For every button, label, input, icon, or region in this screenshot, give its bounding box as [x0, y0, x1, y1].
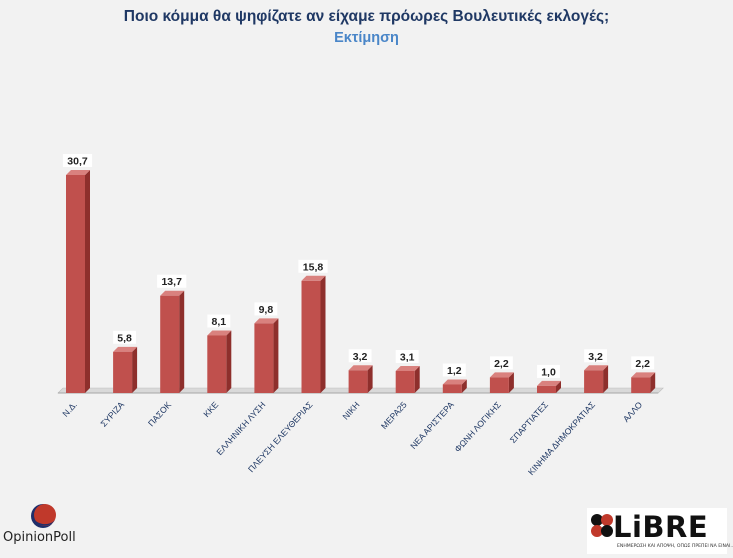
data-label-box [62, 154, 93, 167]
category-label: ΑΛΛΟ [621, 399, 645, 424]
category-label: ΚΚΕ [201, 399, 220, 419]
bar-side [226, 330, 232, 393]
data-label-box [442, 363, 466, 377]
bar-top [584, 365, 609, 371]
bar-front [395, 370, 415, 393]
category-label: ΜΕΡΑ25 [379, 399, 409, 431]
data-label: 2,2 [494, 358, 509, 370]
libre-tagline: ΕΝΗΜΕΡΩΣΗ ΚΑΙ ΑΠΟΨΗ, ΟΠΩΣ ΠΡΕΠΕΙ ΝΑ ΕΙΝΑ… [617, 544, 733, 549]
data-label: 5,8 [117, 332, 132, 344]
data-label: 8,1 [211, 316, 226, 328]
bar-top [254, 318, 279, 324]
libre-logo-text: LiBRE [613, 510, 709, 544]
bar-top [348, 365, 373, 371]
data-label-box [348, 349, 372, 363]
bar-front [584, 370, 604, 393]
bar-top [301, 275, 326, 281]
bar-front [301, 280, 321, 393]
bar-side [650, 372, 656, 393]
bar-side [603, 365, 609, 393]
opinionpoll-logo-text: OpinionPoll [3, 530, 76, 545]
bar-front [442, 384, 462, 393]
bar [489, 372, 514, 393]
bar-top [537, 380, 561, 386]
bar-front [113, 351, 133, 393]
bar-side [367, 365, 373, 393]
bar-side [273, 318, 279, 393]
data-label-box [113, 330, 137, 344]
opinionpoll-mark-icon [31, 504, 56, 528]
bar-top [66, 170, 90, 175]
data-label: 2,2 [635, 358, 650, 370]
bar-top [489, 372, 514, 378]
data-label-box [254, 302, 278, 316]
bar [631, 372, 656, 393]
category-label: ΝΕΑ ΑΡΙΣΤΕΡΑ [408, 399, 456, 451]
data-label: 1,2 [447, 365, 462, 377]
category-label: ΣΥΡΙΖΑ [98, 399, 126, 428]
bar [348, 365, 373, 393]
bar [207, 330, 232, 393]
bar [113, 346, 138, 393]
data-label-box [395, 349, 419, 363]
data-label-box [489, 356, 513, 370]
opinionpoll-logo: OpinionPoll [0, 498, 92, 556]
data-label-box [631, 356, 655, 370]
bar [537, 380, 561, 393]
data-label: 13,7 [161, 276, 182, 288]
category-label: Ν.Δ. [60, 400, 79, 419]
bar [584, 365, 609, 393]
bar-side [179, 290, 185, 393]
bar-top [207, 330, 232, 336]
bar-front [348, 370, 368, 393]
data-label: 30,7 [67, 156, 88, 168]
bar-top [160, 290, 185, 296]
bar-front [207, 335, 227, 393]
bar-front [489, 377, 509, 393]
bar-side [508, 372, 514, 393]
bar [395, 365, 420, 393]
data-label: 3,1 [400, 351, 415, 363]
category-label: ΕΛΛΗΝΙΚΗ ΛΥΣΗ [214, 400, 267, 457]
data-label-box [584, 349, 608, 363]
libre-logo: LiBRE ΕΝΗΜΕΡΩΣΗ ΚΑΙ ΑΠΟΨΗ, ΟΠΩΣ ΠΡΕΠΕΙ Ν… [587, 508, 733, 554]
bar-front [254, 323, 274, 393]
bar-top [442, 379, 467, 385]
category-label: ΝΙΚΗ [340, 400, 361, 422]
bar-front [537, 385, 556, 393]
bar [66, 170, 90, 393]
data-label-box [157, 274, 187, 288]
bar-front [631, 377, 651, 393]
bar-top [631, 372, 656, 378]
bar-side [132, 346, 138, 393]
data-label: 9,8 [259, 304, 274, 316]
data-label: 1,0 [541, 366, 556, 378]
bar-top [113, 346, 138, 352]
bar [301, 275, 326, 393]
chart-title: Ποιο κόμμα θα ψηφίζατε αν είχαμε πρόωρες… [123, 8, 610, 25]
category-label: ΠΑΣΟΚ [146, 399, 173, 428]
category-label: ΦΩΝΗ ΛΟΓΙΚΗΣ [452, 400, 502, 454]
bar-side [556, 380, 561, 393]
bar-side [85, 170, 90, 393]
bar [254, 318, 279, 393]
bar-front [160, 295, 180, 393]
bar-side [414, 365, 420, 393]
libre-mark-icon [591, 514, 613, 537]
data-label-box [537, 364, 560, 378]
data-label: 3,2 [353, 351, 368, 363]
bar-side [461, 379, 467, 393]
data-label: 3,2 [588, 351, 603, 363]
bar [442, 379, 467, 393]
category-label: ΣΠΑΡΤΙΑΤΕΣ [508, 400, 550, 445]
data-label-box [207, 314, 231, 328]
bar [160, 290, 185, 393]
data-label-box [298, 259, 328, 273]
chart-subtitle: Εκτίμηση [334, 30, 399, 46]
bar-side [320, 275, 326, 393]
data-label: 15,8 [303, 261, 324, 273]
bar-front [66, 175, 85, 393]
bar-top [395, 365, 420, 371]
